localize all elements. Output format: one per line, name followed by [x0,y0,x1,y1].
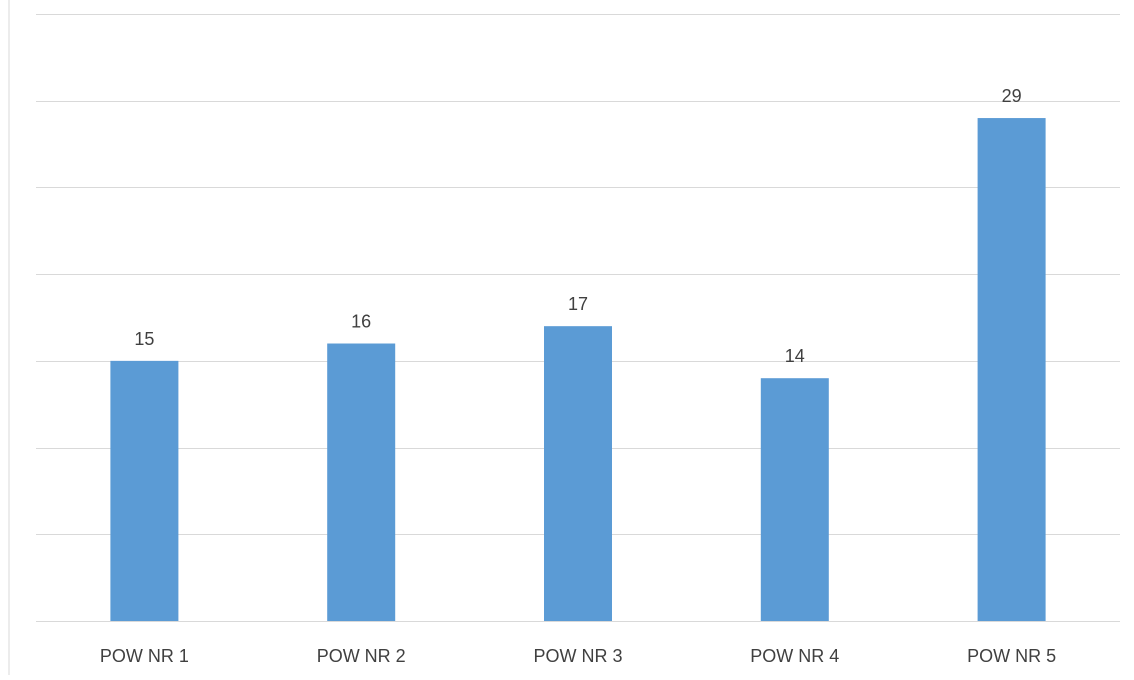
bar [977,118,1046,622]
data-labels: 15 16 17 14 29 [134,86,1021,366]
x-tick-label: POW NR 3 [533,646,622,666]
data-label: 15 [134,329,154,349]
x-axis-tick-labels: POW NR 1 POW NR 2 POW NR 3 POW NR 4 POW NR 5 [100,646,1056,666]
data-label: 16 [351,312,371,332]
bars [110,118,1046,622]
data-label: 14 [785,346,805,366]
data-label: 17 [568,294,588,314]
gridlines [36,14,1120,622]
bar [544,326,612,621]
bar [110,360,179,621]
x-tick-label: POW NR 2 [317,646,406,666]
x-tick-label: POW NR 4 [750,646,839,666]
x-tick-label: POW NR 1 [100,646,189,666]
data-label: 29 [1002,86,1022,106]
bar [327,343,396,621]
bar [760,378,829,621]
x-tick-label: POW NR 5 [967,646,1056,666]
